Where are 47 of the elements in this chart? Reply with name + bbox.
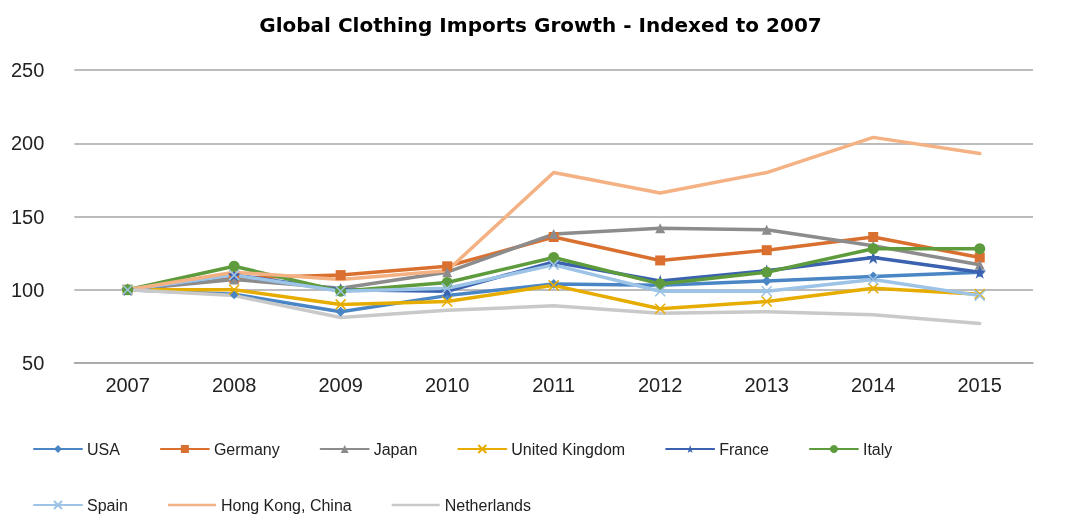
point xyxy=(868,232,879,243)
point xyxy=(335,306,346,317)
legend-label: Spain xyxy=(87,496,128,514)
point xyxy=(442,261,453,272)
legend-label: United Kingdom xyxy=(511,440,626,458)
legend-label: France xyxy=(719,440,770,458)
x-tick-label: 2010 xyxy=(424,374,470,396)
legend-label: Hong Kong, China xyxy=(220,496,352,514)
point xyxy=(548,252,560,264)
x-tick-label: 2012 xyxy=(637,374,683,396)
point xyxy=(654,285,666,297)
point xyxy=(867,273,879,286)
point xyxy=(867,282,879,295)
y-tick-label: 100 xyxy=(10,278,45,301)
point xyxy=(655,223,666,234)
y-tick-label: 200 xyxy=(10,132,45,155)
point xyxy=(228,260,240,272)
legend-label: Netherlands xyxy=(444,496,531,514)
y-tick-label: 150 xyxy=(10,205,45,228)
point xyxy=(547,259,560,271)
point xyxy=(867,243,879,255)
legend-label: Germany xyxy=(213,440,280,458)
legend-label: Japan xyxy=(373,440,418,458)
point xyxy=(761,224,772,235)
point xyxy=(760,285,773,297)
y-tick-label: 250 xyxy=(10,59,45,81)
x-tick-label: 2007 xyxy=(105,374,150,396)
point xyxy=(441,295,453,308)
point xyxy=(654,303,666,315)
x-tick-label: 2015 xyxy=(957,374,1002,396)
x-tick-label: 2011 xyxy=(532,374,576,396)
x-tick-label: 2009 xyxy=(318,374,363,396)
point xyxy=(974,243,986,255)
x-tick-label: 2014 xyxy=(850,374,896,396)
legend-label: USA xyxy=(87,440,121,458)
point xyxy=(761,245,772,256)
point xyxy=(335,270,346,281)
point xyxy=(760,295,773,308)
point xyxy=(228,284,240,296)
point xyxy=(655,255,666,266)
point xyxy=(334,298,347,311)
x-tick-label: 2013 xyxy=(744,374,789,396)
chart-title: Global Clothing Imports Growth - Indexed to 2007 xyxy=(259,13,822,37)
legend-label: Italy xyxy=(862,440,893,458)
y-tick-label: 50 xyxy=(22,352,45,374)
x-tick-label: 2008 xyxy=(211,374,257,396)
point xyxy=(442,267,453,278)
